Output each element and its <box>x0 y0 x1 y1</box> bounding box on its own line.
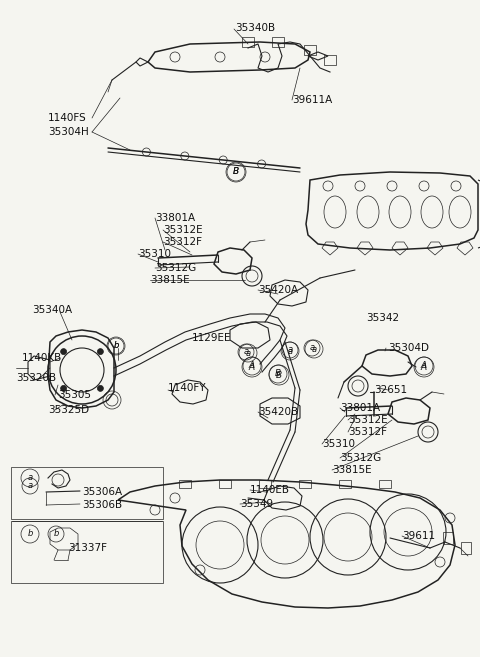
Text: 35312F: 35312F <box>163 237 202 247</box>
Bar <box>304 45 316 55</box>
Text: 35305: 35305 <box>58 390 91 400</box>
Text: A: A <box>421 361 427 371</box>
Text: 35312G: 35312G <box>155 263 196 273</box>
Text: A: A <box>249 363 255 371</box>
Text: a: a <box>27 482 33 491</box>
Text: 35312G: 35312G <box>340 453 381 463</box>
Bar <box>219 480 231 488</box>
Text: 35420A: 35420A <box>258 285 298 295</box>
Text: 35342: 35342 <box>366 313 399 323</box>
Bar <box>272 37 284 47</box>
Text: 35312E: 35312E <box>163 225 203 235</box>
Text: a: a <box>288 346 293 355</box>
Text: 35310: 35310 <box>138 249 171 259</box>
Bar <box>259 480 271 488</box>
Text: 35320B: 35320B <box>16 373 56 383</box>
Bar <box>324 55 336 65</box>
Text: A: A <box>421 363 427 371</box>
Text: 35306B: 35306B <box>82 500 122 510</box>
Text: a: a <box>243 348 249 357</box>
Bar <box>379 480 391 488</box>
Text: 35304D: 35304D <box>388 343 429 353</box>
Text: B: B <box>233 168 239 177</box>
Text: 1140EB: 1140EB <box>250 485 290 495</box>
Text: 39611: 39611 <box>402 531 435 541</box>
Text: a: a <box>288 346 293 355</box>
Text: 35340A: 35340A <box>32 305 72 315</box>
Circle shape <box>97 386 103 392</box>
Bar <box>299 480 311 488</box>
Text: a: a <box>27 474 33 482</box>
Text: a: a <box>310 344 314 353</box>
Text: a: a <box>312 344 317 353</box>
Text: 35312F: 35312F <box>348 427 387 437</box>
Text: 1140FS: 1140FS <box>48 113 87 123</box>
Text: 35304H: 35304H <box>48 127 89 137</box>
Text: 33815E: 33815E <box>332 465 372 475</box>
Bar <box>461 542 471 554</box>
Circle shape <box>60 386 67 392</box>
Bar <box>339 480 351 488</box>
Circle shape <box>60 349 67 355</box>
Circle shape <box>97 349 103 355</box>
Text: B: B <box>275 369 281 378</box>
Text: 39611A: 39611A <box>292 95 332 105</box>
Text: 33801A: 33801A <box>340 403 380 413</box>
Text: 1129EE: 1129EE <box>192 333 231 343</box>
Text: A: A <box>249 361 255 371</box>
Bar <box>179 480 191 488</box>
Text: 32651: 32651 <box>374 385 407 395</box>
Text: B: B <box>233 168 239 177</box>
Text: b: b <box>27 530 33 539</box>
Text: 35349: 35349 <box>240 499 273 509</box>
Text: 1140KB: 1140KB <box>22 353 62 363</box>
Text: b: b <box>113 342 119 350</box>
Text: b: b <box>53 530 59 539</box>
Text: 35312E: 35312E <box>348 415 388 425</box>
Text: 33815E: 33815E <box>150 275 190 285</box>
Text: 33801A: 33801A <box>155 213 195 223</box>
Text: 35340B: 35340B <box>235 23 275 33</box>
Bar <box>242 37 254 47</box>
Text: 1140FY: 1140FY <box>168 383 206 393</box>
Text: 35306A: 35306A <box>82 487 122 497</box>
Text: a: a <box>245 348 251 357</box>
Text: 31337F: 31337F <box>68 543 107 553</box>
Text: 35420B: 35420B <box>258 407 298 417</box>
Bar <box>443 532 453 544</box>
Text: 35310: 35310 <box>322 439 355 449</box>
Text: B: B <box>276 371 282 380</box>
Text: b: b <box>113 342 119 350</box>
Text: 35325D: 35325D <box>48 405 89 415</box>
